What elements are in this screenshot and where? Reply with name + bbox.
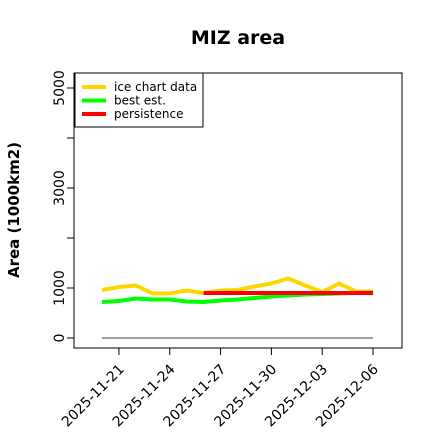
x-axis-ticks: 2025-11-212025-11-242025-11-272025-11-30… xyxy=(59,348,382,430)
plot-border xyxy=(73,72,403,349)
legend-label: ice chart data xyxy=(114,80,197,94)
series-layer xyxy=(101,276,374,339)
y-axis-ticks: 0 1000 3000 5000 xyxy=(52,70,74,342)
y-tick-label: 0 xyxy=(52,334,68,343)
y-tick-label: 1000 xyxy=(52,270,68,306)
plot-frame xyxy=(73,72,403,349)
y-tick-label: 5000 xyxy=(52,70,68,106)
series-line-ice-chart-data xyxy=(101,276,373,296)
legend-box xyxy=(74,72,204,128)
legend-label: best est. xyxy=(114,94,166,108)
y-axis-label: Area (1000km2) xyxy=(5,142,23,278)
y-tick-label: 3000 xyxy=(52,170,68,206)
chart-title: MIZ area xyxy=(191,27,285,49)
legend-label: persistence xyxy=(114,107,183,121)
